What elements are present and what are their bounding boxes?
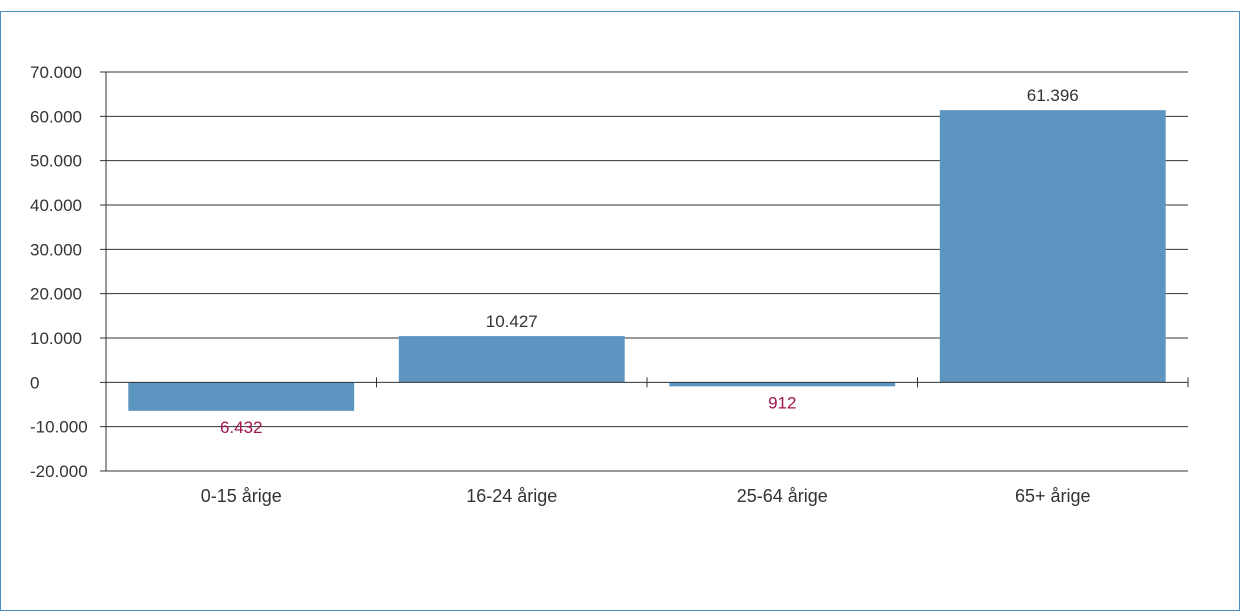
y-tick-label: 20.000 xyxy=(30,285,82,304)
data-label: 912 xyxy=(768,393,796,412)
axes xyxy=(100,72,1189,472)
bar xyxy=(128,382,355,411)
y-tick-label: -20.000 xyxy=(30,462,88,481)
bar-chart: 70.000 60.000 50.000 40.000 30.000 20.000 10.0… xyxy=(30,63,1189,506)
x-tick-label: 25-64 årige xyxy=(737,486,828,506)
y-tick-label: 60.000 xyxy=(30,107,82,126)
y-tick-labels: 70.000 60.000 50.000 40.000 30.000 20.000 10.0… xyxy=(30,63,88,481)
bar xyxy=(398,336,625,383)
bars xyxy=(128,110,1166,411)
bar xyxy=(669,382,896,387)
x-tick-label: 0-15 årige xyxy=(201,486,282,506)
y-tick-label: -10.000 xyxy=(30,418,88,437)
y-tick-label: 50.000 xyxy=(30,152,82,171)
bar xyxy=(939,110,1166,383)
x-tick-label: 16-24 årige xyxy=(466,486,557,506)
data-labels: 6.432 10.427 912 61.396 xyxy=(220,86,1079,437)
y-tick-label: 70.000 xyxy=(30,63,82,82)
y-tick-label: 0 xyxy=(30,373,39,392)
data-label: 61.396 xyxy=(1027,86,1079,105)
y-tick-label: 30.000 xyxy=(30,240,82,259)
y-tick-label: 10.000 xyxy=(30,329,82,348)
data-label: 10.427 xyxy=(486,312,538,331)
x-tick-labels: 0-15 årige 16-24 årige 25-64 årige 65+ årig… xyxy=(201,486,1091,506)
data-label: 6.432 xyxy=(220,418,263,437)
x-tick-label: 65+ årige xyxy=(1015,486,1091,506)
y-tick-label: 40.000 xyxy=(30,196,82,215)
